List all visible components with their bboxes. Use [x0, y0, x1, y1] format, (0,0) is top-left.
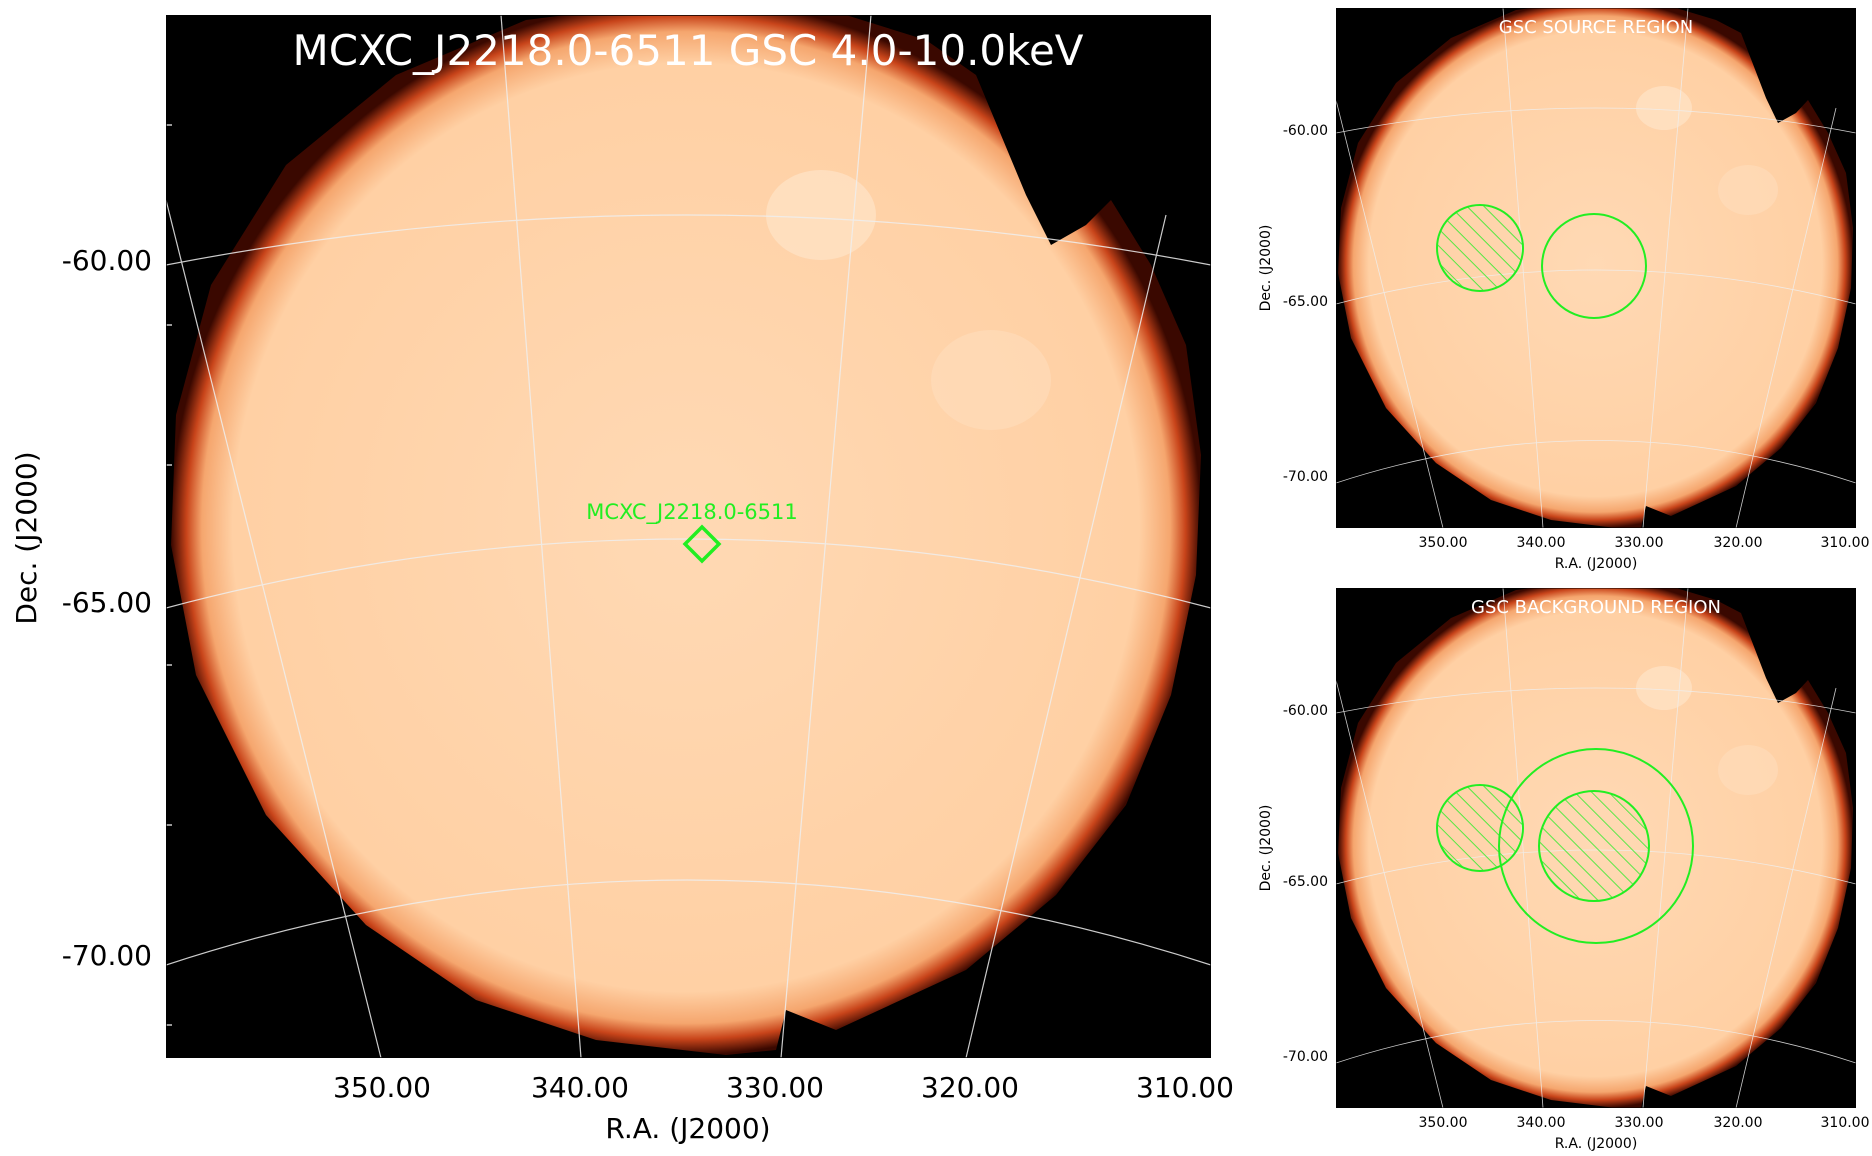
frame-ticks [166, 124, 172, 1026]
detector-disk [1338, 8, 1853, 528]
src-xtick-label: 330.00 [1615, 535, 1664, 551]
src-xtick-label: 320.00 [1714, 535, 1763, 551]
main-xtick-label: 310.00 [1136, 1071, 1234, 1104]
coordinate-grid [1336, 8, 1856, 528]
exclusion-region-circle[interactable] [1436, 204, 1524, 292]
bkg-xtick-label: 330.00 [1615, 1115, 1664, 1131]
src-xtick-label: 340.00 [1517, 535, 1566, 551]
main-image-panel: MCXC_J2218.0-6511 MCXC_J2218.0-6511 GSC … [166, 15, 1211, 1058]
main-xtick-label: 330.00 [726, 1071, 824, 1104]
main-ytick-label: -60.00 [62, 244, 152, 277]
src-ylabel: Dec. (J2000) [1258, 225, 1274, 312]
main-ytick-label: -65.00 [62, 586, 152, 619]
bkg-ylabel: Dec. (J2000) [1258, 805, 1274, 892]
background-annulus-inner[interactable] [1538, 790, 1650, 902]
bright-patch [931, 330, 1051, 430]
background-annulus-outer[interactable] [1498, 748, 1694, 944]
main-ylabel: Dec. (J2000) [10, 451, 43, 624]
bkg-xtick-label: 340.00 [1517, 1115, 1566, 1131]
src-xtick-label: 310.00 [1821, 535, 1870, 551]
source-label: MCXC_J2218.0-6511 [586, 500, 798, 525]
src-xlabel: R.A. (J2000) [1555, 556, 1638, 572]
src-ytick-label: -60.00 [1283, 123, 1328, 139]
bkg-xtick-label: 350.00 [1419, 1115, 1468, 1131]
main-xtick-label: 350.00 [333, 1071, 431, 1104]
background-region-panel: GSC BACKGROUND REGION [1336, 588, 1856, 1108]
bkg-xlabel: R.A. (J2000) [1555, 1136, 1638, 1152]
background-panel-title: GSC BACKGROUND REGION [1471, 597, 1721, 618]
src-ytick-label: -70.00 [1283, 469, 1328, 485]
bkg-ytick-label: -60.00 [1283, 703, 1328, 719]
exclusion-region-circle[interactable] [1436, 784, 1524, 872]
bright-patch [766, 170, 876, 260]
main-title: MCXC_J2218.0-6511 GSC 4.0-10.0keV [292, 26, 1083, 75]
main-xtick-label: 340.00 [531, 1071, 629, 1104]
src-xtick-label: 350.00 [1419, 535, 1468, 551]
source-marker-diamond[interactable] [682, 524, 722, 564]
source-region-panel: GSC SOURCE REGION [1336, 8, 1856, 528]
src-ytick-label: -65.00 [1283, 294, 1328, 310]
source-region-circle[interactable] [1541, 213, 1647, 319]
source-panel-title: GSC SOURCE REGION [1499, 17, 1693, 38]
bkg-xtick-label: 310.00 [1821, 1115, 1870, 1131]
main-ytick-label: -70.00 [62, 939, 152, 972]
main-xlabel: R.A. (J2000) [605, 1112, 770, 1145]
main-xtick-label: 320.00 [921, 1071, 1019, 1104]
bkg-ytick-label: -70.00 [1283, 1049, 1328, 1065]
coordinate-grid [166, 15, 1211, 1058]
detector-disk [171, 15, 1201, 1055]
bkg-ytick-label: -65.00 [1283, 874, 1328, 890]
bkg-xtick-label: 320.00 [1714, 1115, 1763, 1131]
